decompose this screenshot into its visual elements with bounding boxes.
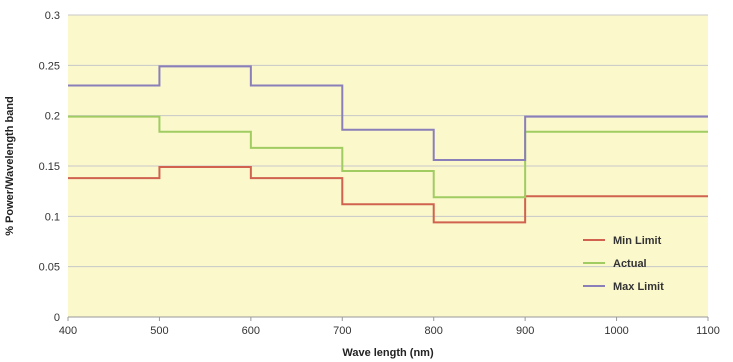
y-tick-label: 0.2 <box>45 111 60 123</box>
x-tick-label: 1000 <box>604 325 628 337</box>
x-axis-title: Wave length (nm) <box>342 347 434 359</box>
x-tick-label: 900 <box>516 325 534 337</box>
x-tick-label: 1100 <box>696 325 720 337</box>
series-max-limit-line <box>68 65 708 161</box>
y-tick-label: 0.15 <box>39 161 60 173</box>
y-tick-label: 0 <box>54 312 60 324</box>
legend-label-actual: Actual <box>613 258 647 270</box>
legend: Min Limit Actual Max Limit <box>583 235 664 293</box>
y-axis-ticks: 0 0.05 0.1 0.15 0.2 0.25 0.3 <box>39 10 60 324</box>
x-tick-label: 700 <box>333 325 351 337</box>
y-tick-label: 0.25 <box>39 60 60 72</box>
legend-label-min-limit: Min Limit <box>613 235 662 247</box>
series-lines <box>68 65 708 224</box>
legend-label-max-limit: Max Limit <box>613 281 664 293</box>
gridlines <box>68 14 708 268</box>
y-tick-label: 0.1 <box>45 211 60 223</box>
series-min-limit-line <box>68 166 708 224</box>
y-axis-title: % Power/Wavelength band <box>4 96 16 236</box>
x-tick-label: 400 <box>59 325 77 337</box>
x-tick-label: 600 <box>242 325 260 337</box>
y-tick-label: 0.3 <box>45 10 60 22</box>
x-tick-label: 500 <box>150 325 168 337</box>
x-tick-label: 800 <box>425 325 443 337</box>
series-actual-line <box>68 115 708 199</box>
x-axis-ticks: 400 500 600 700 800 900 1000 1100 <box>59 317 720 337</box>
y-tick-label: 0.05 <box>39 262 60 274</box>
